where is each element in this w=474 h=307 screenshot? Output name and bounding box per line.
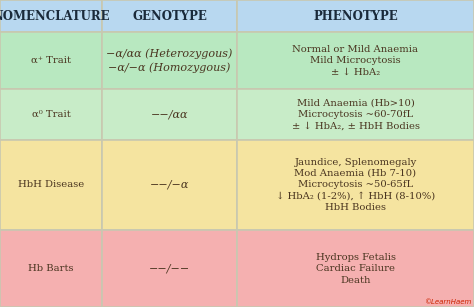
Text: α⁺ Trait: α⁺ Trait [31,56,71,65]
Text: Jaundice, Splenomegaly
Mod Anaemia (Hb 7-10)
Microcytosis ~50-65fL
↓ HbA₂ (1-2%): Jaundice, Splenomegaly Mod Anaemia (Hb 7… [276,157,435,212]
FancyBboxPatch shape [0,89,102,140]
Text: −−/−−: −−/−− [149,264,190,274]
Text: GENOTYPE: GENOTYPE [132,10,207,23]
FancyBboxPatch shape [102,140,237,230]
FancyBboxPatch shape [0,32,102,89]
FancyBboxPatch shape [102,0,237,32]
Text: PHENOTYPE: PHENOTYPE [313,10,398,23]
FancyBboxPatch shape [237,230,474,307]
Text: −−/−α: −−/−α [150,180,189,190]
FancyBboxPatch shape [237,140,474,230]
Text: HbH Disease: HbH Disease [18,181,84,189]
Text: Mild Anaemia (Hb>10)
Microcytosis ~60-70fL
± ↓ HbA₂, ± HbH Bodies: Mild Anaemia (Hb>10) Microcytosis ~60-70… [292,99,419,130]
Text: Hydrops Fetalis
Cardiac Failure
Death: Hydrops Fetalis Cardiac Failure Death [316,253,395,285]
FancyBboxPatch shape [0,230,102,307]
FancyBboxPatch shape [0,0,102,32]
Text: −α/αα (Heterozygous)
−α/−α (Homozygous): −α/αα (Heterozygous) −α/−α (Homozygous) [106,49,233,73]
Text: Normal or Mild Anaemia
Mild Microcytosis
± ↓ HbA₂: Normal or Mild Anaemia Mild Microcytosis… [292,45,419,76]
Text: ©LearnHaem: ©LearnHaem [424,298,472,305]
Text: −−/αα: −−/αα [151,109,188,119]
Text: α⁰ Trait: α⁰ Trait [32,110,70,119]
Text: NOMENCLATURE: NOMENCLATURE [0,10,110,23]
FancyBboxPatch shape [0,140,102,230]
Text: Hb Barts: Hb Barts [28,264,73,273]
FancyBboxPatch shape [102,230,237,307]
FancyBboxPatch shape [237,0,474,32]
FancyBboxPatch shape [237,32,474,89]
FancyBboxPatch shape [237,89,474,140]
FancyBboxPatch shape [102,89,237,140]
FancyBboxPatch shape [102,32,237,89]
